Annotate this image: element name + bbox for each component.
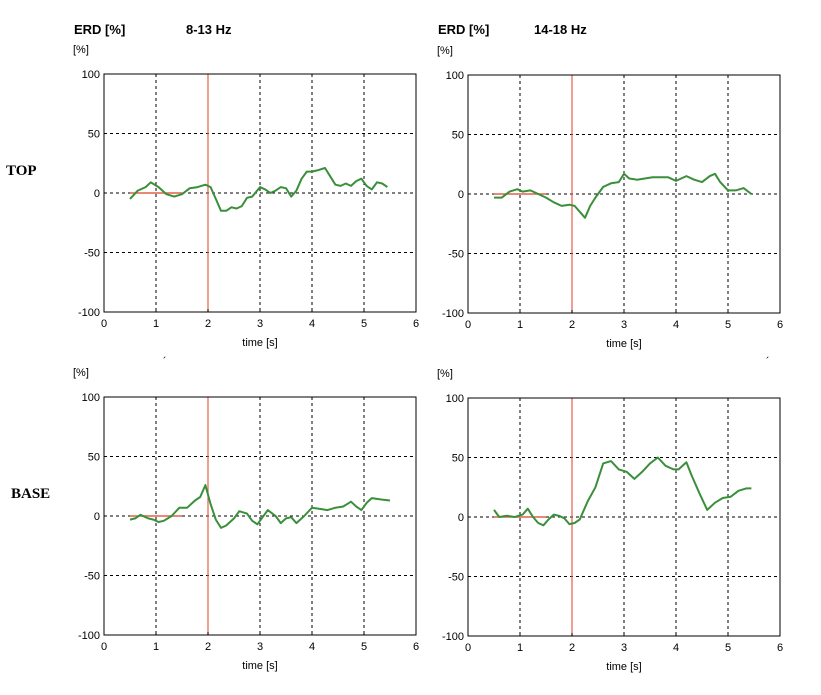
stray-mark-right: ´ bbox=[766, 356, 770, 368]
x-tick-label: 4 bbox=[673, 642, 679, 654]
x-tick-label: 4 bbox=[309, 641, 315, 653]
y-tick-label: 100 bbox=[82, 392, 100, 404]
y-tick-label: 50 bbox=[88, 129, 100, 141]
row-label-top: TOP bbox=[6, 163, 37, 179]
x-tick-label: 3 bbox=[621, 642, 627, 654]
y-tick-label: -50 bbox=[448, 572, 464, 584]
y-tick-label: -100 bbox=[78, 307, 100, 319]
x-tick-label: 1 bbox=[153, 318, 159, 330]
series-line bbox=[494, 172, 753, 219]
row-label-base: BASE bbox=[11, 486, 51, 502]
x-tick-label: 2 bbox=[569, 642, 575, 654]
x-tick-label: 3 bbox=[257, 318, 263, 330]
series-line bbox=[129, 484, 391, 529]
x-tick-label: 3 bbox=[621, 319, 627, 331]
x-tick-label: 5 bbox=[361, 641, 367, 653]
x-tick-label: 1 bbox=[517, 319, 523, 331]
x-tick-label: 4 bbox=[673, 319, 679, 331]
header-left-band: 8-13 Hz bbox=[186, 22, 232, 37]
y-tick-label: -100 bbox=[442, 631, 464, 643]
y-tick-label: 0 bbox=[94, 188, 100, 200]
x-tick-label: 1 bbox=[517, 642, 523, 654]
y-tick-label: 50 bbox=[88, 452, 100, 464]
y-axis-label: [%] bbox=[73, 44, 89, 56]
series-line bbox=[129, 167, 388, 212]
y-tick-label: 50 bbox=[452, 453, 464, 465]
x-axis-label: time [s] bbox=[242, 660, 277, 672]
x-tick-label: 0 bbox=[101, 641, 107, 653]
y-axis-label: [%] bbox=[73, 367, 89, 379]
x-tick-label: 3 bbox=[257, 641, 263, 653]
x-tick-label: 6 bbox=[777, 319, 783, 331]
y-axis-label: [%] bbox=[437, 368, 453, 380]
y-tick-label: -100 bbox=[442, 308, 464, 320]
x-tick-label: 6 bbox=[413, 318, 419, 330]
x-tick-label: 2 bbox=[205, 318, 211, 330]
series-line bbox=[493, 456, 752, 527]
x-tick-label: 1 bbox=[153, 641, 159, 653]
x-axis-label: time [s] bbox=[242, 337, 277, 349]
x-tick-label: 6 bbox=[777, 642, 783, 654]
x-tick-label: 4 bbox=[309, 318, 315, 330]
y-tick-label: 0 bbox=[94, 511, 100, 523]
y-axis-label: [%] bbox=[437, 45, 453, 57]
y-tick-label: 0 bbox=[458, 512, 464, 524]
y-tick-label: -100 bbox=[78, 630, 100, 642]
y-tick-label: 0 bbox=[458, 189, 464, 201]
x-tick-label: 0 bbox=[465, 642, 471, 654]
x-tick-label: 5 bbox=[725, 319, 731, 331]
y-tick-label: 100 bbox=[82, 69, 100, 81]
y-tick-label: 100 bbox=[446, 70, 464, 82]
x-tick-label: 0 bbox=[101, 318, 107, 330]
y-tick-label: -50 bbox=[448, 249, 464, 261]
x-tick-label: 5 bbox=[361, 318, 367, 330]
header-right-band: 14-18 Hz bbox=[534, 22, 587, 37]
x-tick-label: 6 bbox=[413, 641, 419, 653]
header-right-label: ERD [%] bbox=[438, 22, 490, 37]
header-left-label: ERD [%] bbox=[74, 22, 126, 37]
y-tick-label: 50 bbox=[452, 130, 464, 142]
y-tick-label: -50 bbox=[84, 571, 100, 583]
x-tick-label: 2 bbox=[205, 641, 211, 653]
x-axis-label: time [s] bbox=[606, 338, 641, 350]
y-tick-label: -50 bbox=[84, 248, 100, 260]
y-tick-label: 100 bbox=[446, 393, 464, 405]
x-tick-label: 2 bbox=[569, 319, 575, 331]
x-tick-label: 5 bbox=[725, 642, 731, 654]
stray-mark-left: ´ bbox=[163, 356, 167, 368]
x-axis-label: time [s] bbox=[606, 661, 641, 673]
x-tick-label: 0 bbox=[465, 319, 471, 331]
